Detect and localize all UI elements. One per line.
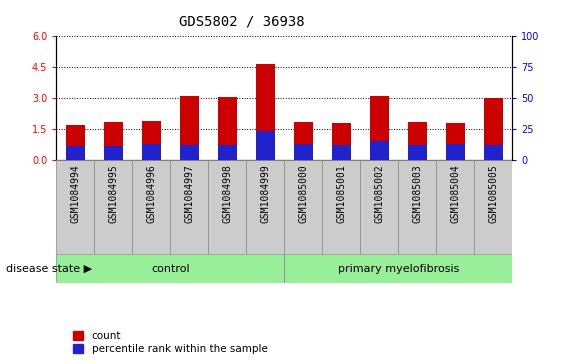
Text: GDS5802 / 36938: GDS5802 / 36938 [179, 15, 305, 29]
Bar [484, 98, 503, 160]
Text: GSM1085004: GSM1085004 [450, 164, 461, 223]
Bar [399, 160, 436, 254]
Text: GSM1085001: GSM1085001 [336, 164, 346, 223]
Bar [436, 160, 474, 254]
Bar [247, 160, 284, 254]
Bar [408, 145, 427, 160]
Bar [180, 96, 199, 160]
Text: GSM1084999: GSM1084999 [260, 164, 270, 223]
Text: GSM1085002: GSM1085002 [374, 164, 385, 223]
Bar [180, 145, 199, 160]
Bar [370, 141, 389, 160]
Bar [408, 122, 427, 160]
Bar [95, 160, 132, 254]
Bar [256, 131, 275, 160]
Bar [218, 97, 237, 160]
Text: GSM1085000: GSM1085000 [298, 164, 309, 223]
Text: GSM1085005: GSM1085005 [488, 164, 498, 223]
Bar [218, 145, 237, 160]
Bar [208, 160, 247, 254]
Text: GSM1084995: GSM1084995 [108, 164, 118, 223]
Bar [171, 160, 208, 254]
Text: GSM1084997: GSM1084997 [184, 164, 194, 223]
Text: GSM1084998: GSM1084998 [222, 164, 233, 223]
Legend: count, percentile rank within the sample: count, percentile rank within the sample [73, 331, 267, 354]
Text: GSM1084994: GSM1084994 [70, 164, 81, 223]
Bar [294, 122, 313, 160]
Text: primary myelofibrosis: primary myelofibrosis [338, 264, 459, 274]
Bar [360, 160, 398, 254]
Bar [332, 123, 351, 160]
Bar [56, 254, 284, 283]
Bar [284, 160, 322, 254]
Bar [322, 160, 360, 254]
Bar [142, 144, 161, 160]
Bar [66, 125, 85, 160]
Bar [370, 96, 389, 160]
Bar [132, 160, 171, 254]
Text: disease state ▶: disease state ▶ [6, 264, 92, 274]
Text: GSM1085003: GSM1085003 [412, 164, 422, 223]
Bar [484, 145, 503, 160]
Bar [284, 254, 512, 283]
Bar [56, 160, 95, 254]
Text: control: control [151, 264, 190, 274]
Bar [142, 121, 161, 160]
Bar [104, 122, 123, 160]
Bar [104, 146, 123, 160]
Bar [446, 123, 465, 160]
Bar [474, 160, 512, 254]
Bar [256, 64, 275, 160]
Text: GSM1084996: GSM1084996 [146, 164, 157, 223]
Bar [446, 144, 465, 160]
Bar [332, 145, 351, 160]
Bar [294, 144, 313, 160]
Bar [66, 146, 85, 160]
